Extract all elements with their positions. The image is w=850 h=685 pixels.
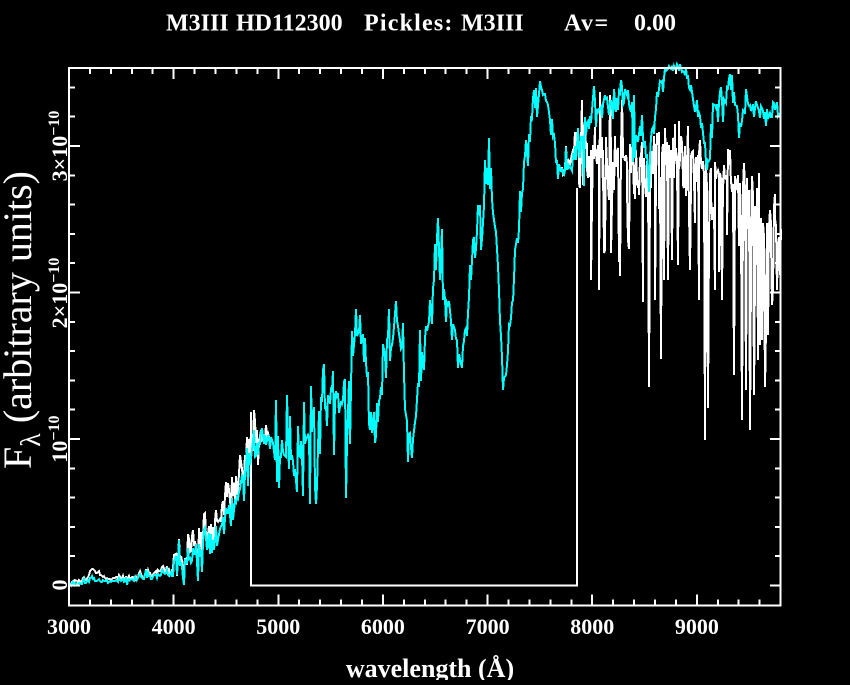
svg-text:wavelength (Å): wavelength (Å) (346, 654, 514, 680)
svg-text:0.00: 0.00 (634, 11, 676, 37)
svg-text:5000: 5000 (256, 614, 300, 639)
svg-text:7000: 7000 (466, 614, 510, 639)
svg-text:Pickles:: Pickles: (364, 11, 454, 37)
svg-text:M3III: M3III (166, 11, 229, 37)
svg-text:HD112300: HD112300 (236, 11, 343, 37)
svg-text:4000: 4000 (152, 614, 196, 639)
svg-text:9000: 9000 (675, 614, 719, 639)
svg-text:3000: 3000 (47, 614, 91, 639)
svg-text:0: 0 (47, 580, 72, 591)
svg-text:Av=: Av= (564, 11, 610, 37)
svg-text:8000: 8000 (570, 614, 614, 639)
svg-text:Fλ (arbitrary units): Fλ (arbitrary units) (0, 171, 47, 469)
svg-text:6000: 6000 (361, 614, 405, 639)
svg-text:M3III: M3III (461, 11, 524, 37)
